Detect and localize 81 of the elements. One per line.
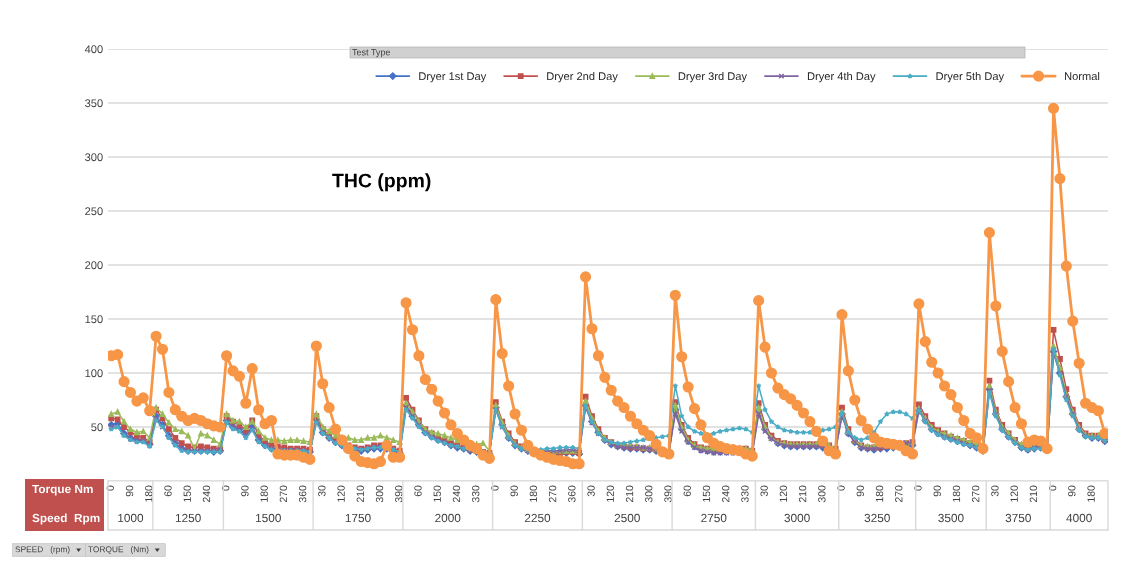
x-tick-label: 180 bbox=[260, 485, 268, 502]
x-tick-label: 150 bbox=[433, 485, 441, 502]
x-tick-label: 180 bbox=[1087, 485, 1095, 502]
legend-label: Dryer 1st Day bbox=[419, 72, 487, 83]
text: THC (ppm) bbox=[332, 173, 431, 192]
text: 1250 bbox=[175, 513, 201, 523]
text: TORQUE (Nm) bbox=[88, 546, 149, 554]
x-tick-label: 270 bbox=[895, 485, 903, 503]
text: 2500 bbox=[614, 513, 640, 523]
x-tick-label: 30 bbox=[587, 485, 595, 497]
x-tick-label: 180 bbox=[952, 485, 961, 502]
x-tick-label: 30 bbox=[991, 485, 999, 497]
text: 3250 bbox=[864, 513, 890, 523]
x-tick-label: 180 bbox=[145, 485, 153, 502]
text: 2000 bbox=[435, 513, 461, 523]
legend-label: Dryer 4th Day bbox=[807, 71, 876, 83]
x-tick-label: 120 bbox=[337, 485, 345, 502]
x-tick-label: 90 bbox=[933, 485, 941, 497]
x-tick-label: 120 bbox=[779, 485, 788, 502]
text: 1000 bbox=[118, 513, 144, 523]
x-tick-label: 150 bbox=[183, 485, 191, 502]
text: 3750 bbox=[1005, 513, 1031, 523]
text: 1500 bbox=[256, 513, 281, 523]
y-tick-label: 100 bbox=[85, 369, 103, 378]
x-tick-label: 180 bbox=[529, 485, 538, 502]
y-tick-label: 300 bbox=[85, 153, 103, 162]
x-tick-label: 240 bbox=[452, 485, 461, 503]
x-tick-label: 360 bbox=[568, 485, 576, 503]
x-tick-label: 300 bbox=[375, 485, 384, 503]
text: 3500 bbox=[938, 513, 964, 523]
x-tick-label: 60 bbox=[164, 485, 172, 497]
x-tick-label: 390 bbox=[664, 485, 672, 503]
x-tick-label: 90 bbox=[125, 485, 134, 497]
x-tick-label: 60 bbox=[414, 485, 422, 497]
text: Torque Nm bbox=[32, 484, 93, 496]
legend-label: Dryer 2nd Day bbox=[547, 71, 618, 83]
x-tick-label: 90 bbox=[1068, 485, 1076, 497]
x-tick-label: 120 bbox=[1010, 485, 1018, 502]
x-tick-label: 60 bbox=[683, 485, 691, 497]
x-tick-label: 210 bbox=[798, 485, 807, 503]
x-tick-label: 330 bbox=[472, 485, 480, 503]
x-tick-label: 300 bbox=[645, 485, 653, 503]
x-tick-label: 300 bbox=[818, 485, 826, 503]
x-tick-label: 180 bbox=[875, 485, 884, 502]
x-tick-label: 210 bbox=[356, 485, 364, 503]
legend-label: Dryer 3rd Day bbox=[678, 71, 747, 83]
x-tick-label: 210 bbox=[1029, 485, 1038, 503]
annotation: Test Type bbox=[352, 49, 391, 58]
y-tick-label: 400 bbox=[84, 45, 103, 54]
x-tick-label: 90 bbox=[241, 485, 249, 497]
x-tick-label: 150 bbox=[702, 485, 711, 502]
legend-label: Dryer 5th Day bbox=[936, 71, 1005, 83]
x-tick-label: 120 bbox=[606, 485, 614, 502]
x-tick-label: 30 bbox=[318, 485, 326, 497]
x-tick-label: 90 bbox=[510, 485, 518, 497]
y-tick-label: 50 bbox=[91, 423, 103, 432]
x-tick-label: 240 bbox=[722, 485, 730, 503]
x-tick-label: 270 bbox=[279, 485, 288, 503]
x-tick-label: 240 bbox=[202, 485, 211, 503]
x-tick-label: 210 bbox=[625, 485, 634, 503]
text: 1750 bbox=[345, 513, 371, 523]
x-tick-label: 30 bbox=[760, 485, 768, 497]
y-tick-label: 350 bbox=[85, 99, 103, 108]
x-tick-label: 0 bbox=[837, 485, 845, 491]
y-tick-label: 150 bbox=[85, 315, 103, 324]
text: 2750 bbox=[701, 513, 727, 523]
text: 3000 bbox=[784, 513, 810, 523]
x-tick-label: 360 bbox=[298, 485, 307, 503]
x-tick-label: 90 bbox=[856, 485, 864, 497]
x-tick-label: 390 bbox=[395, 485, 403, 503]
text: 4000 bbox=[1066, 513, 1092, 523]
y-tick-label: 250 bbox=[85, 207, 103, 216]
x-tick-label: 0 bbox=[106, 485, 114, 491]
text: SPEED (rpm) bbox=[15, 546, 70, 554]
text: 2250 bbox=[524, 513, 551, 523]
x-tick-label: 330 bbox=[741, 485, 749, 503]
x-tick-label: 270 bbox=[972, 485, 980, 503]
text: Speed Rpm bbox=[32, 513, 100, 525]
y-tick-label: 200 bbox=[85, 261, 103, 270]
legend-label: Normal bbox=[1065, 71, 1100, 81]
x-tick-label: 270 bbox=[548, 485, 557, 503]
